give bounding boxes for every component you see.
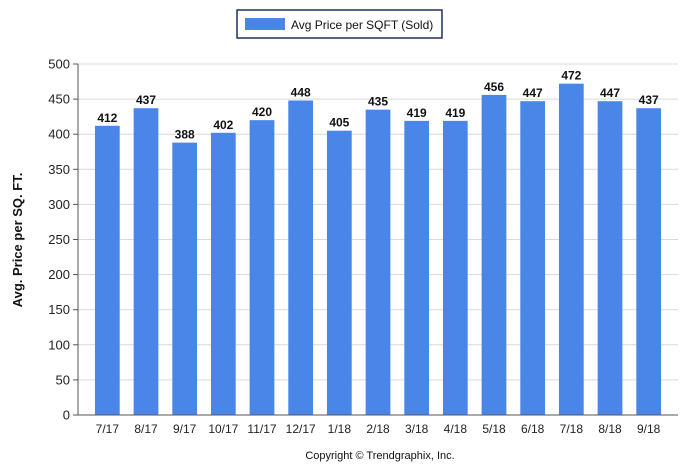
x-axis-ticks: 7/17 8/17 9/17 10/17 11/17 12/17 1/18 2/18 3/18 4… bbox=[96, 422, 661, 436]
x-tick-label: 10/17 bbox=[208, 422, 238, 436]
bar-7/18 bbox=[558, 83, 584, 415]
legend: Avg Price per SQFT (Sold) bbox=[236, 9, 443, 39]
data-label: 447 bbox=[600, 86, 620, 100]
legend-label: Avg Price per SQFT (Sold) bbox=[291, 18, 433, 32]
y-tick-label: 300 bbox=[48, 197, 70, 212]
bar-1/18 bbox=[326, 130, 352, 415]
data-label: 456 bbox=[484, 80, 504, 94]
bar-10/17 bbox=[210, 132, 236, 415]
y-tick-label: 450 bbox=[48, 92, 70, 107]
x-tick-label: 6/18 bbox=[521, 422, 545, 436]
data-label: 435 bbox=[368, 95, 388, 109]
x-tick-label: 8/17 bbox=[134, 422, 158, 436]
bar-3/18 bbox=[404, 120, 430, 415]
bar-6/18 bbox=[520, 101, 546, 416]
x-tick-label: 3/18 bbox=[405, 422, 429, 436]
y-tick-label: 0 bbox=[63, 408, 70, 423]
data-labels: 412 437 388 402 420 448 405 435 419 419 456 447 472 4… bbox=[97, 69, 659, 142]
legend-swatch bbox=[245, 18, 285, 30]
bar-8/18 bbox=[597, 101, 623, 416]
bar-5/18 bbox=[481, 94, 507, 415]
bar-7/17 bbox=[94, 125, 120, 415]
x-tick-label: 7/17 bbox=[96, 422, 120, 436]
data-label: 412 bbox=[97, 111, 117, 125]
y-axis-title: Avg. Price per SQ. FT. bbox=[10, 173, 25, 308]
data-label: 437 bbox=[136, 93, 156, 107]
bar-9/18 bbox=[636, 108, 662, 415]
y-axis-ticks: 0 50 100 150 200 250 300 350 400 450 500 bbox=[48, 57, 78, 423]
x-tick-label: 7/18 bbox=[560, 422, 584, 436]
y-tick-label: 100 bbox=[48, 337, 70, 352]
x-tick-label: 11/17 bbox=[247, 422, 276, 436]
x-tick-label: 8/18 bbox=[598, 422, 622, 436]
data-label: 388 bbox=[175, 128, 195, 142]
x-tick-label: 5/18 bbox=[482, 422, 506, 436]
data-label: 419 bbox=[445, 106, 465, 120]
bar-11/17 bbox=[249, 120, 275, 415]
y-tick-label: 150 bbox=[48, 302, 70, 317]
bar-12/17 bbox=[288, 100, 314, 415]
y-tick-label: 250 bbox=[48, 232, 70, 247]
x-tick-label: 2/18 bbox=[366, 422, 390, 436]
data-label: 472 bbox=[561, 69, 581, 83]
data-label: 419 bbox=[407, 106, 427, 120]
y-tick-label: 400 bbox=[48, 127, 70, 142]
data-label: 437 bbox=[639, 93, 659, 107]
x-tick-label: 9/17 bbox=[173, 422, 197, 436]
bar-8/17 bbox=[133, 108, 159, 415]
bar-4/18 bbox=[442, 120, 468, 415]
x-tick-label: 9/18 bbox=[637, 422, 661, 436]
data-label: 447 bbox=[523, 86, 543, 100]
y-tick-label: 200 bbox=[48, 267, 70, 282]
y-tick-label: 350 bbox=[48, 162, 70, 177]
bars bbox=[94, 83, 662, 416]
bar-2/18 bbox=[365, 109, 391, 415]
copyright-footer: Copyright © Trendgraphix, Inc. bbox=[305, 450, 454, 462]
x-tick-label: 1/18 bbox=[328, 422, 352, 436]
x-tick-label: 4/18 bbox=[444, 422, 468, 436]
x-tick-label: 12/17 bbox=[286, 422, 316, 436]
data-label: 405 bbox=[329, 116, 349, 130]
data-label: 402 bbox=[213, 118, 233, 132]
bar-9/17 bbox=[172, 142, 198, 415]
y-tick-label: 500 bbox=[48, 57, 70, 72]
data-label: 420 bbox=[252, 105, 272, 119]
data-label: 448 bbox=[291, 86, 311, 100]
y-tick-label: 50 bbox=[56, 372, 70, 387]
